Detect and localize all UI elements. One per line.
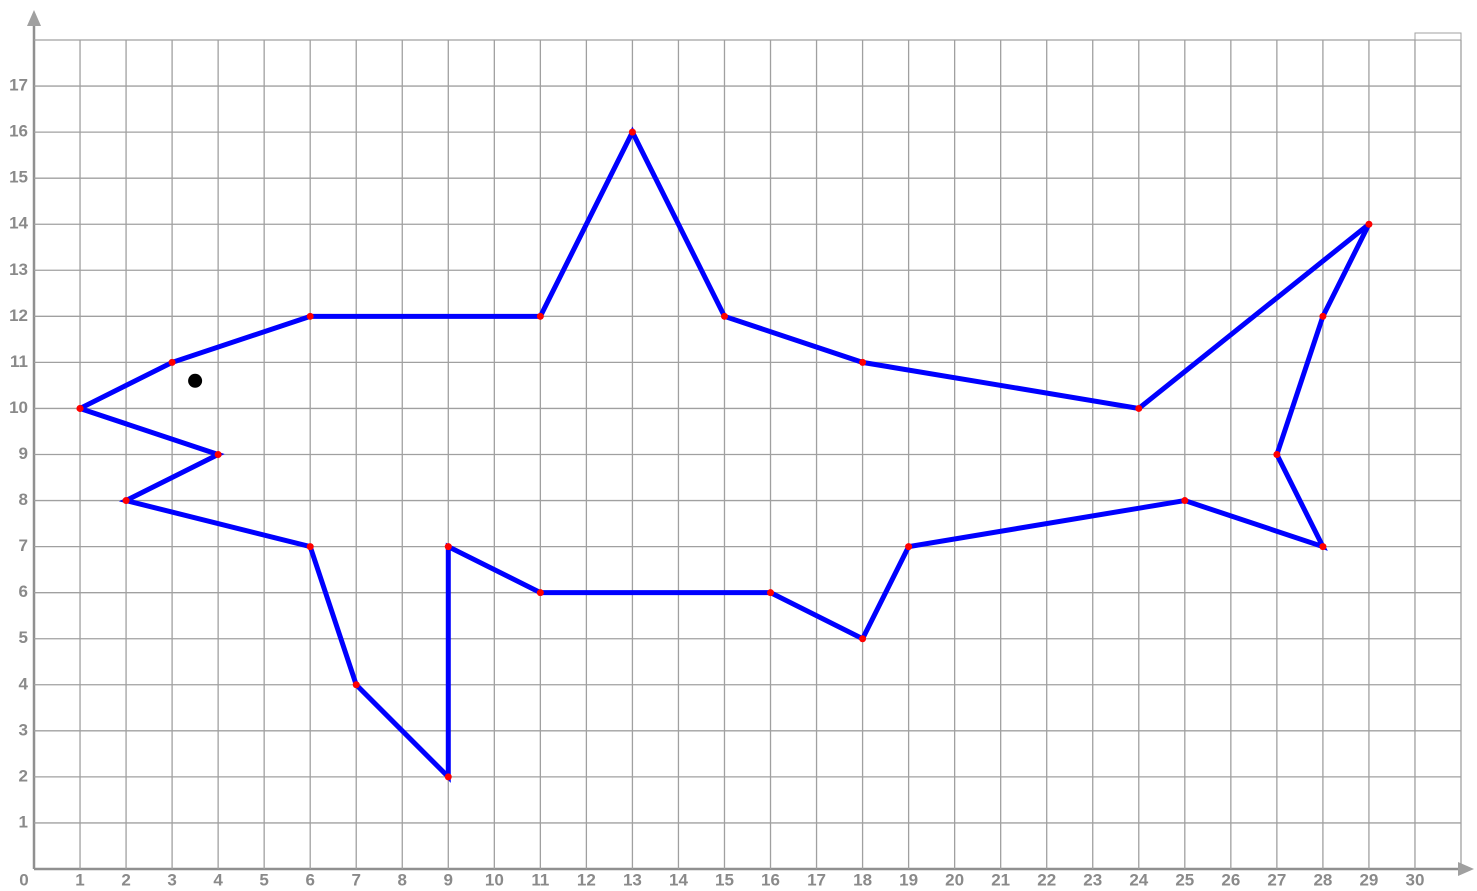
x-tick-label: 2 [121, 870, 130, 889]
y-tick-label: 15 [9, 168, 28, 187]
x-tick-label: 8 [398, 870, 407, 889]
vertex [1135, 405, 1142, 412]
vertex [123, 497, 130, 504]
vertex [353, 681, 360, 688]
y-tick-label: 13 [9, 260, 28, 279]
y-tick-label: 10 [9, 398, 28, 417]
x-tick-label: 30 [1406, 870, 1425, 889]
x-tick-label: 29 [1359, 870, 1378, 889]
y-tick-label: 11 [10, 352, 28, 371]
x-tick-label: 27 [1267, 870, 1286, 889]
y-tick-label: 2 [19, 766, 28, 785]
chart: 0123456789101112131415161718192021222324… [0, 0, 1477, 891]
x-tick-label: 10 [485, 870, 504, 889]
x-tick-label: 6 [305, 870, 314, 889]
vertex [215, 451, 222, 458]
y-axis-arrow [27, 10, 41, 26]
x-tick-label: 11 [531, 870, 549, 889]
x-tick-label: 14 [669, 870, 688, 889]
vertex [1319, 313, 1326, 320]
vertex [445, 543, 452, 550]
x-tick-label: 24 [1129, 870, 1148, 889]
x-tick-label: 25 [1175, 870, 1194, 889]
x-tick-label: 23 [1083, 870, 1102, 889]
x-tick-label: 0 [19, 870, 28, 889]
y-tick-label: 5 [19, 628, 28, 647]
x-tick-label: 7 [351, 870, 360, 889]
y-tick-label: 7 [19, 536, 28, 555]
vertex [307, 543, 314, 550]
vertex [77, 405, 84, 412]
y-tick-label: 1 [19, 812, 28, 831]
x-tick-label: 1 [75, 870, 84, 889]
vertex [859, 635, 866, 642]
x-tick-label: 28 [1313, 870, 1332, 889]
x-tick-label: 19 [899, 870, 918, 889]
y-tick-label: 4 [19, 674, 29, 693]
x-tick-label: 4 [213, 870, 223, 889]
vertex [537, 589, 544, 596]
vertex [721, 313, 728, 320]
y-tick-label: 16 [9, 122, 28, 141]
vertex [445, 773, 452, 780]
vertex [1319, 543, 1326, 550]
y-tick-label: 14 [9, 214, 28, 233]
vertex [859, 359, 866, 366]
vertex [1181, 497, 1188, 504]
eye [188, 374, 202, 388]
x-tick-label: 9 [444, 870, 453, 889]
vertex [1273, 451, 1280, 458]
x-tick-label: 17 [807, 870, 826, 889]
x-tick-label: 20 [945, 870, 964, 889]
x-tick-label: 18 [853, 870, 872, 889]
y-tick-label: 17 [9, 76, 28, 95]
vertex [767, 589, 774, 596]
vertex [629, 129, 636, 136]
x-tick-label: 3 [167, 870, 176, 889]
x-tick-label: 22 [1037, 870, 1056, 889]
corner-box [1415, 33, 1461, 40]
vertex [905, 543, 912, 550]
x-tick-label: 12 [577, 870, 596, 889]
x-tick-label: 13 [623, 870, 642, 889]
x-tick-label: 26 [1221, 870, 1240, 889]
vertex [307, 313, 314, 320]
x-tick-label: 16 [761, 870, 780, 889]
vertex [537, 313, 544, 320]
y-tick-label: 12 [9, 306, 28, 325]
x-tick-label: 21 [991, 870, 1010, 889]
y-tick-label: 6 [19, 582, 28, 601]
x-tick-label: 15 [715, 870, 734, 889]
y-tick-label: 9 [19, 444, 28, 463]
vertex [169, 359, 176, 366]
vertex [1365, 221, 1372, 228]
y-tick-label: 3 [19, 720, 28, 739]
y-tick-label: 8 [19, 490, 28, 509]
x-tick-label: 5 [259, 870, 268, 889]
